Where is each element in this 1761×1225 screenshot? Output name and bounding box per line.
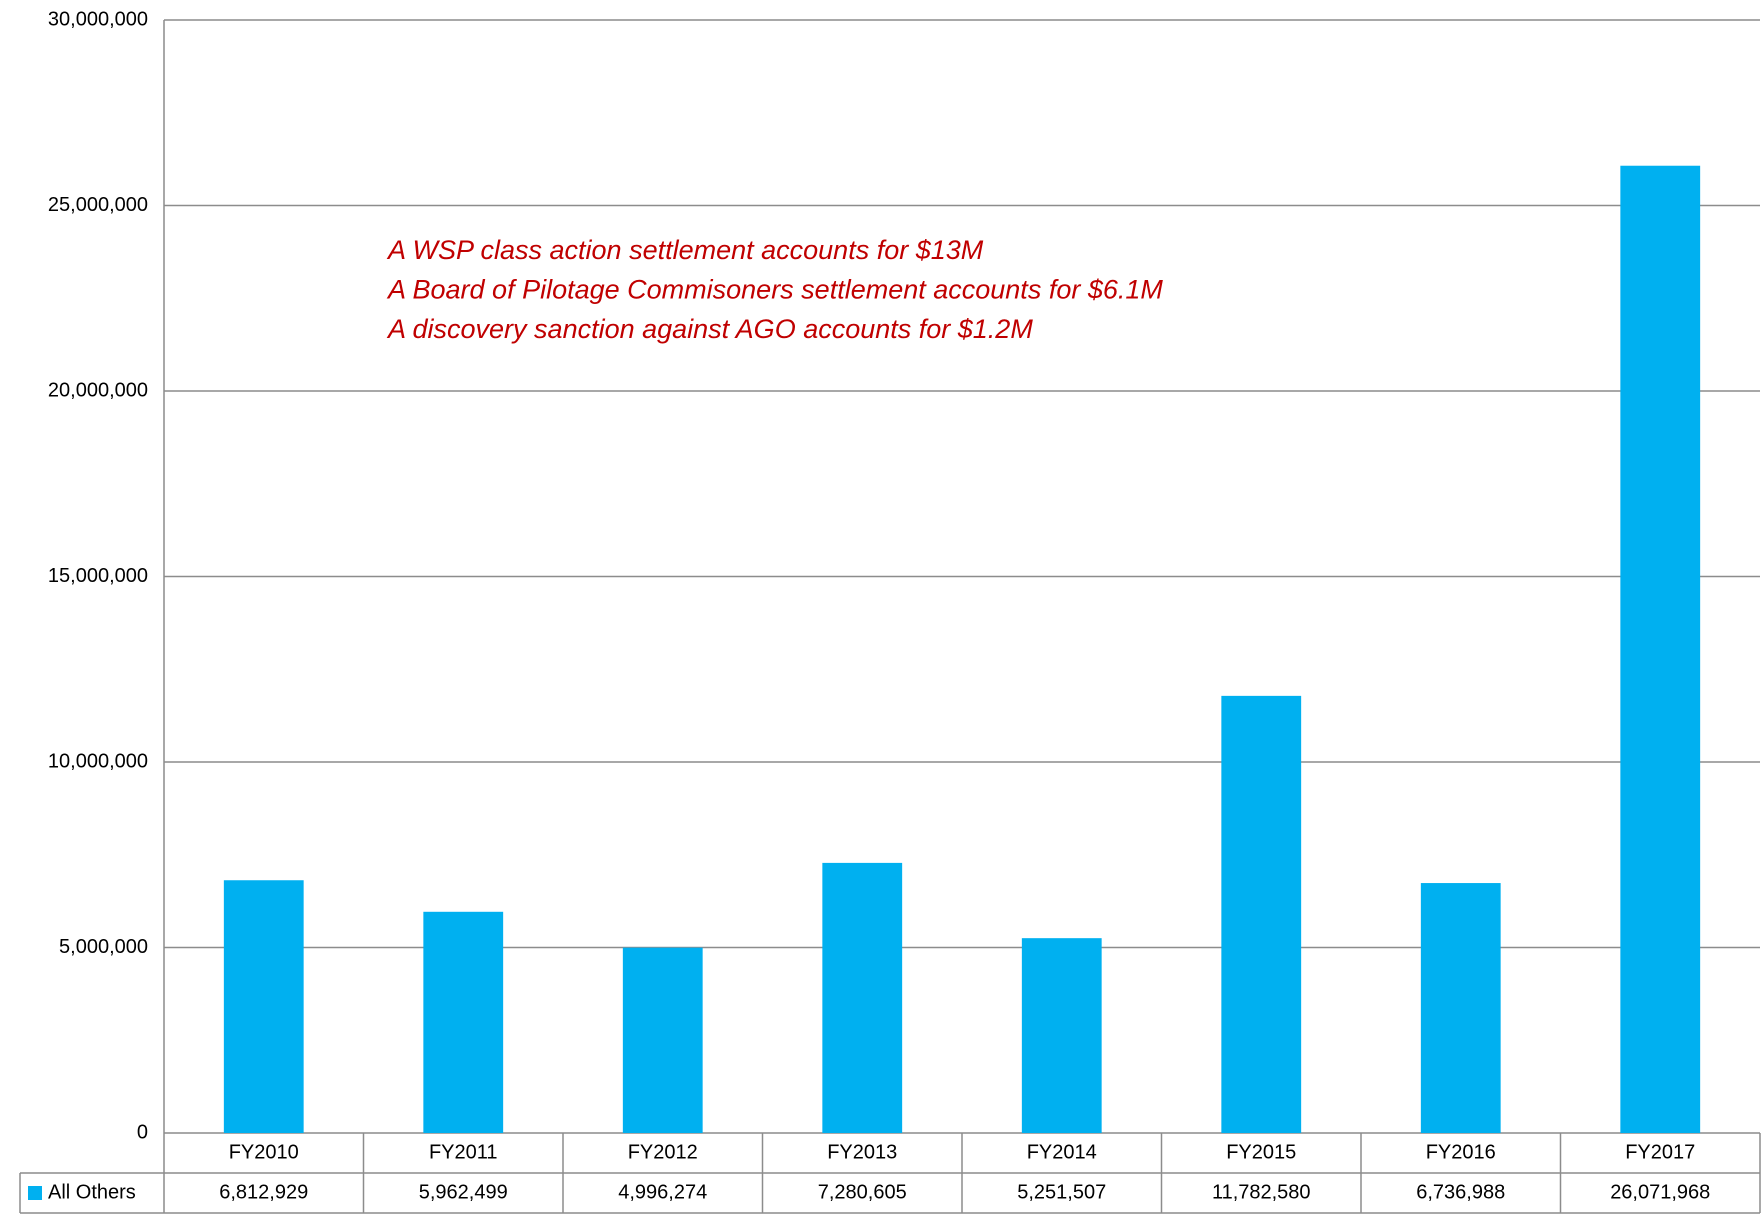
data-label: 26,071,968 bbox=[1610, 1181, 1710, 1203]
legend-swatch bbox=[28, 1186, 42, 1200]
legend-label: All Others bbox=[48, 1181, 136, 1203]
bar bbox=[622, 947, 703, 1133]
bar bbox=[423, 911, 504, 1133]
y-tick-label: 0 bbox=[137, 1121, 148, 1143]
data-label: 4,996,274 bbox=[618, 1181, 707, 1203]
data-label: 6,812,929 bbox=[219, 1181, 308, 1203]
y-tick-label: 10,000,000 bbox=[48, 750, 148, 772]
data-label: 5,251,507 bbox=[1017, 1181, 1106, 1203]
bar bbox=[223, 880, 304, 1133]
annotation: A discovery sanction against AGO account… bbox=[386, 314, 1033, 344]
x-tick-label: FY2010 bbox=[229, 1141, 299, 1163]
data-label: 6,736,988 bbox=[1416, 1181, 1505, 1203]
x-tick-label: FY2013 bbox=[827, 1141, 897, 1163]
data-label: 5,962,499 bbox=[419, 1181, 508, 1203]
bar bbox=[1420, 883, 1501, 1133]
y-tick-label: 25,000,000 bbox=[48, 194, 148, 216]
bar bbox=[1021, 938, 1102, 1133]
annotation: A WSP class action settlement accounts f… bbox=[386, 235, 984, 265]
y-tick-label: 20,000,000 bbox=[48, 379, 148, 401]
x-tick-label: FY2016 bbox=[1426, 1141, 1496, 1163]
data-label: 7,280,605 bbox=[818, 1181, 907, 1203]
x-tick-label: FY2015 bbox=[1226, 1141, 1296, 1163]
x-tick-label: FY2014 bbox=[1027, 1141, 1097, 1163]
x-tick-label: FY2012 bbox=[628, 1141, 698, 1163]
annotation: A Board of Pilotage Commisoners settleme… bbox=[386, 275, 1163, 305]
bar bbox=[1221, 695, 1302, 1133]
data-label: 11,782,580 bbox=[1212, 1181, 1311, 1203]
bar bbox=[1620, 165, 1701, 1133]
x-tick-label: FY2011 bbox=[429, 1141, 498, 1163]
x-tick-label: FY2017 bbox=[1625, 1141, 1695, 1163]
bar bbox=[822, 862, 903, 1133]
y-tick-label: 15,000,000 bbox=[48, 565, 148, 587]
y-tick-label: 30,000,000 bbox=[48, 8, 148, 30]
y-tick-label: 5,000,000 bbox=[59, 936, 148, 958]
